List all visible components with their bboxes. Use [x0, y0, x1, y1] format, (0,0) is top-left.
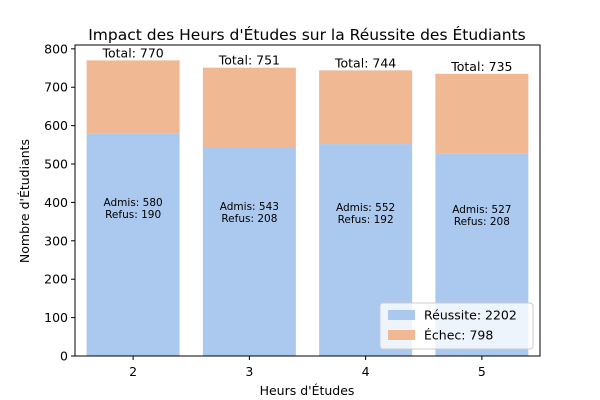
legend-label-0: Réussite: 2202 — [424, 308, 517, 323]
bar-label-refus-4: Refus: 192 — [338, 214, 394, 226]
bar-label-admis-2: Admis: 580 — [104, 197, 163, 209]
y-tick-label-200: 200 — [44, 272, 68, 287]
bar-label-refus-2: Refus: 190 — [105, 209, 161, 221]
bar-reussite-2 — [86, 133, 180, 356]
bar-echec-4 — [319, 70, 413, 145]
bar-label-refus-5: Refus: 208 — [454, 216, 510, 228]
bar-label-admis-4: Admis: 552 — [336, 202, 395, 214]
y-tick-label-700: 700 — [44, 80, 68, 95]
x-tick-label-3: 3 — [245, 364, 253, 379]
bar-echec-2 — [86, 60, 180, 134]
y-tick-label-0: 0 — [60, 349, 68, 364]
y-tick-label-600: 600 — [44, 118, 68, 133]
axes-frame — [74, 44, 541, 357]
legend-label-1: Échec: 798 — [424, 328, 493, 343]
y-tick-label-300: 300 — [44, 233, 68, 248]
legend-box — [379, 302, 534, 350]
y-tick-label-100: 100 — [44, 310, 68, 325]
bar-label-refus-3: Refus: 208 — [221, 213, 277, 225]
bar-echec-5 — [435, 73, 529, 154]
y-tick-label-800: 800 — [44, 41, 68, 56]
chart-title: Impact des Heurs d'Études sur la Réussit… — [88, 25, 526, 44]
total-label-4: Total: 744 — [334, 55, 396, 70]
bar-label-admis-3: Admis: 543 — [220, 201, 279, 213]
y-tick-label-400: 400 — [44, 195, 68, 210]
bar-echec-3 — [202, 67, 296, 148]
total-label-2: Total: 770 — [102, 45, 164, 60]
y-axis-label: Nombre d'Étudiants — [17, 139, 32, 263]
x-tick-label-2: 2 — [129, 364, 137, 379]
x-tick-label-4: 4 — [362, 364, 370, 379]
legend-swatch-1 — [388, 330, 415, 340]
bar-label-admis-5: Admis: 527 — [452, 204, 511, 216]
legend: Réussite: 2202 Échec: 798 — [379, 302, 534, 350]
total-label-3: Total: 751 — [218, 53, 280, 68]
total-label-5: Total: 735 — [450, 59, 512, 74]
x-tick-label-5: 5 — [478, 364, 486, 379]
y-tick-label-500: 500 — [44, 157, 68, 172]
legend-swatch-0 — [388, 310, 415, 320]
bar-reussite-3 — [202, 147, 296, 356]
x-axis-label: Heurs d'Études — [260, 383, 355, 398]
